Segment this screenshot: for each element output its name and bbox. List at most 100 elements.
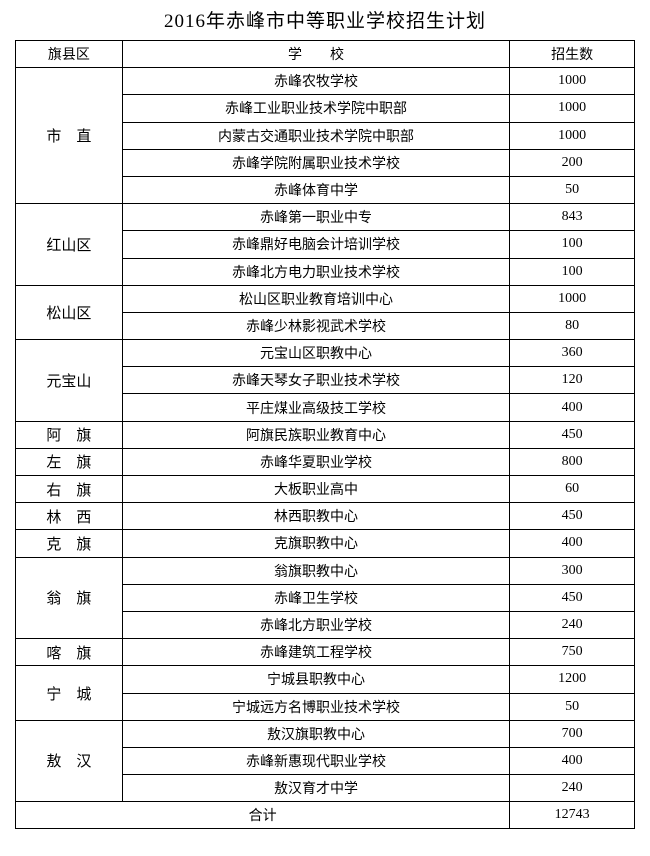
enrollment-count: 50 bbox=[509, 175, 635, 205]
school-name: 林西职教中心 bbox=[121, 502, 511, 531]
school-row: 翁 旗翁旗职教中心 300 bbox=[15, 556, 635, 640]
enrollment-count: 800 bbox=[509, 447, 635, 477]
enrollment-count: 843 bbox=[509, 203, 635, 232]
enrollment-count: 1000 bbox=[509, 67, 635, 96]
enrollment-count: 750 bbox=[509, 638, 635, 667]
school-row: 克 旗克旗职教中心 400 bbox=[15, 529, 635, 558]
page-title: 2016年赤峰市中等职业学校招生计划 bbox=[163, 11, 486, 32]
school-name: 赤峰农牧学校 bbox=[121, 67, 511, 96]
enrollment-count: 400 bbox=[509, 529, 635, 558]
district-cell: 红山区 bbox=[15, 203, 123, 286]
school-row: 赤峰工业职业技术学院中职部 1000 bbox=[16, 94, 635, 123]
enrollment-table: 旗县区学 校招生数市 直赤峰农牧学校 1000 赤峰工业职业技术学院中职部 1000 内… bbox=[14, 39, 635, 830]
school-row: 左 旗赤峰华夏职业学校 800 bbox=[15, 447, 635, 477]
school-name: 阿旗民族职业教育中心 bbox=[121, 420, 511, 449]
enrollment-count: 300 bbox=[509, 556, 635, 585]
school-name: 赤峰少林影视武术学校 bbox=[121, 311, 511, 341]
school-row: 赤峰体育中学 50 bbox=[16, 175, 635, 205]
header-row: 旗县区学 校招生数 bbox=[15, 39, 635, 69]
school-row: 敖汉育才中学 240 bbox=[16, 774, 635, 803]
enrollment-count: 240 bbox=[509, 610, 635, 640]
district-cell: 右 旗 bbox=[15, 474, 123, 504]
district-cell: 喀 旗 bbox=[15, 638, 123, 667]
enrollment-count: 100 bbox=[509, 230, 635, 259]
enrollment-count: 50 bbox=[509, 692, 635, 721]
school-row: 赤峰鼎好电脑会计培训学校 100 bbox=[16, 230, 635, 259]
school-name: 赤峰工业职业技术学院中职部 bbox=[121, 94, 511, 123]
total-label: 合计 bbox=[14, 801, 511, 830]
school-row: 阿 旗阿旗民族职业教育中心 450 bbox=[15, 420, 635, 449]
school-row: 喀 旗赤峰建筑工程学校 750 bbox=[15, 638, 635, 667]
school-row: 宁 城宁城县职教中心 1200 bbox=[15, 665, 635, 721]
school-row: 松山区 松山区职业教育培训中心 1000 bbox=[15, 284, 635, 341]
total-row: 合计 12743 bbox=[14, 801, 635, 830]
school-row: 赤峰新惠现代职业学校 400 bbox=[16, 746, 635, 776]
school-row: 赤峰北方职业学校 240 bbox=[16, 610, 635, 640]
enrollment-count: 450 bbox=[509, 583, 635, 612]
school-row: 红山区 赤峰第一职业中专 843 bbox=[15, 203, 635, 286]
school-name: 敖汉旗职教中心 bbox=[121, 719, 511, 748]
school-name: 赤峰天琴女子职业技术学校 bbox=[121, 366, 511, 395]
school-row: 赤峰北方电力职业技术学校 100 bbox=[16, 257, 635, 286]
school-name: 赤峰学院附属职业技术学校 bbox=[121, 148, 511, 177]
total-value: 12743 bbox=[509, 801, 635, 830]
district-cell: 克 旗 bbox=[15, 529, 123, 558]
school-row: 赤峰天琴女子职业技术学校 120 bbox=[16, 366, 635, 395]
school-row: 宁城远方名博职业技术学校 50 bbox=[16, 692, 635, 721]
enrollment-count: 360 bbox=[509, 339, 635, 368]
enrollment-count: 200 bbox=[509, 148, 635, 177]
school-name: 松山区职业教育培训中心 bbox=[121, 284, 511, 313]
enrollment-count: 450 bbox=[509, 420, 635, 449]
enrollment-count: 1000 bbox=[509, 284, 635, 313]
school-name: 宁城远方名博职业技术学校 bbox=[121, 692, 511, 721]
district-cell: 敖 汉 bbox=[15, 719, 123, 803]
enrollment-count: 1200 bbox=[509, 665, 635, 694]
school-name: 赤峰北方电力职业技术学校 bbox=[121, 257, 511, 286]
school-row: 赤峰学院附属职业技术学校 200 bbox=[16, 148, 635, 177]
school-name: 赤峰建筑工程学校 bbox=[121, 638, 511, 667]
school-name: 赤峰第一职业中专 bbox=[121, 203, 511, 232]
enrollment-count: 120 bbox=[509, 366, 635, 395]
school-name: 赤峰华夏职业学校 bbox=[121, 447, 511, 477]
district-cell: 松山区 bbox=[15, 284, 123, 341]
enrollment-count: 700 bbox=[509, 719, 635, 748]
header-cell: 旗县区 bbox=[15, 39, 123, 69]
district-cell: 宁 城 bbox=[15, 665, 123, 721]
enrollment-count: 450 bbox=[509, 502, 635, 531]
school-name: 赤峰北方职业学校 bbox=[121, 610, 511, 640]
school-name: 翁旗职教中心 bbox=[121, 556, 511, 585]
enrollment-count: 100 bbox=[509, 257, 635, 286]
table-body: 旗县区学 校招生数市 直赤峰农牧学校 1000 赤峰工业职业技术学院中职部 1000 内… bbox=[14, 39, 635, 830]
enrollment-count: 60 bbox=[509, 474, 635, 504]
enrollment-count: 240 bbox=[509, 774, 635, 803]
school-row: 右 旗大板职业高中 60 bbox=[15, 474, 635, 504]
enrollment-count: 80 bbox=[509, 311, 635, 341]
district-cell: 元宝山 bbox=[15, 339, 123, 422]
school-row: 敖 汉敖汉旗职教中心 700 bbox=[15, 719, 635, 803]
enrollment-count: 1000 bbox=[509, 121, 635, 150]
header-cell: 学 校 bbox=[121, 39, 511, 69]
school-name: 克旗职教中心 bbox=[121, 529, 511, 558]
district-cell: 阿 旗 bbox=[15, 420, 123, 449]
school-name: 赤峰新惠现代职业学校 bbox=[121, 746, 511, 776]
school-row: 赤峰少林影视武术学校 80 bbox=[16, 311, 635, 341]
school-name: 大板职业高中 bbox=[121, 474, 511, 504]
school-name: 平庄煤业高级技工学校 bbox=[121, 393, 511, 422]
school-row: 市 直赤峰农牧学校 1000 bbox=[15, 67, 635, 205]
school-name: 赤峰体育中学 bbox=[121, 175, 511, 205]
header-cell: 招生数 bbox=[509, 39, 635, 69]
district-cell: 林 西 bbox=[15, 502, 123, 531]
district-cell: 左 旗 bbox=[15, 447, 123, 477]
enrollment-count: 1000 bbox=[509, 94, 635, 123]
enrollment-count: 400 bbox=[509, 746, 635, 776]
enrollment-count: 400 bbox=[509, 393, 635, 422]
school-name: 元宝山区职教中心 bbox=[121, 339, 511, 368]
school-row: 林 西林西职教中心 450 bbox=[15, 502, 635, 531]
school-name: 敖汉育才中学 bbox=[121, 774, 511, 803]
school-name: 内蒙古交通职业技术学院中职部 bbox=[121, 121, 511, 150]
school-row: 元宝山 元宝山区职教中心 360 bbox=[15, 339, 635, 422]
school-name: 赤峰鼎好电脑会计培训学校 bbox=[121, 230, 511, 259]
school-name: 赤峰卫生学校 bbox=[121, 583, 511, 612]
district-cell: 翁 旗 bbox=[15, 556, 123, 640]
